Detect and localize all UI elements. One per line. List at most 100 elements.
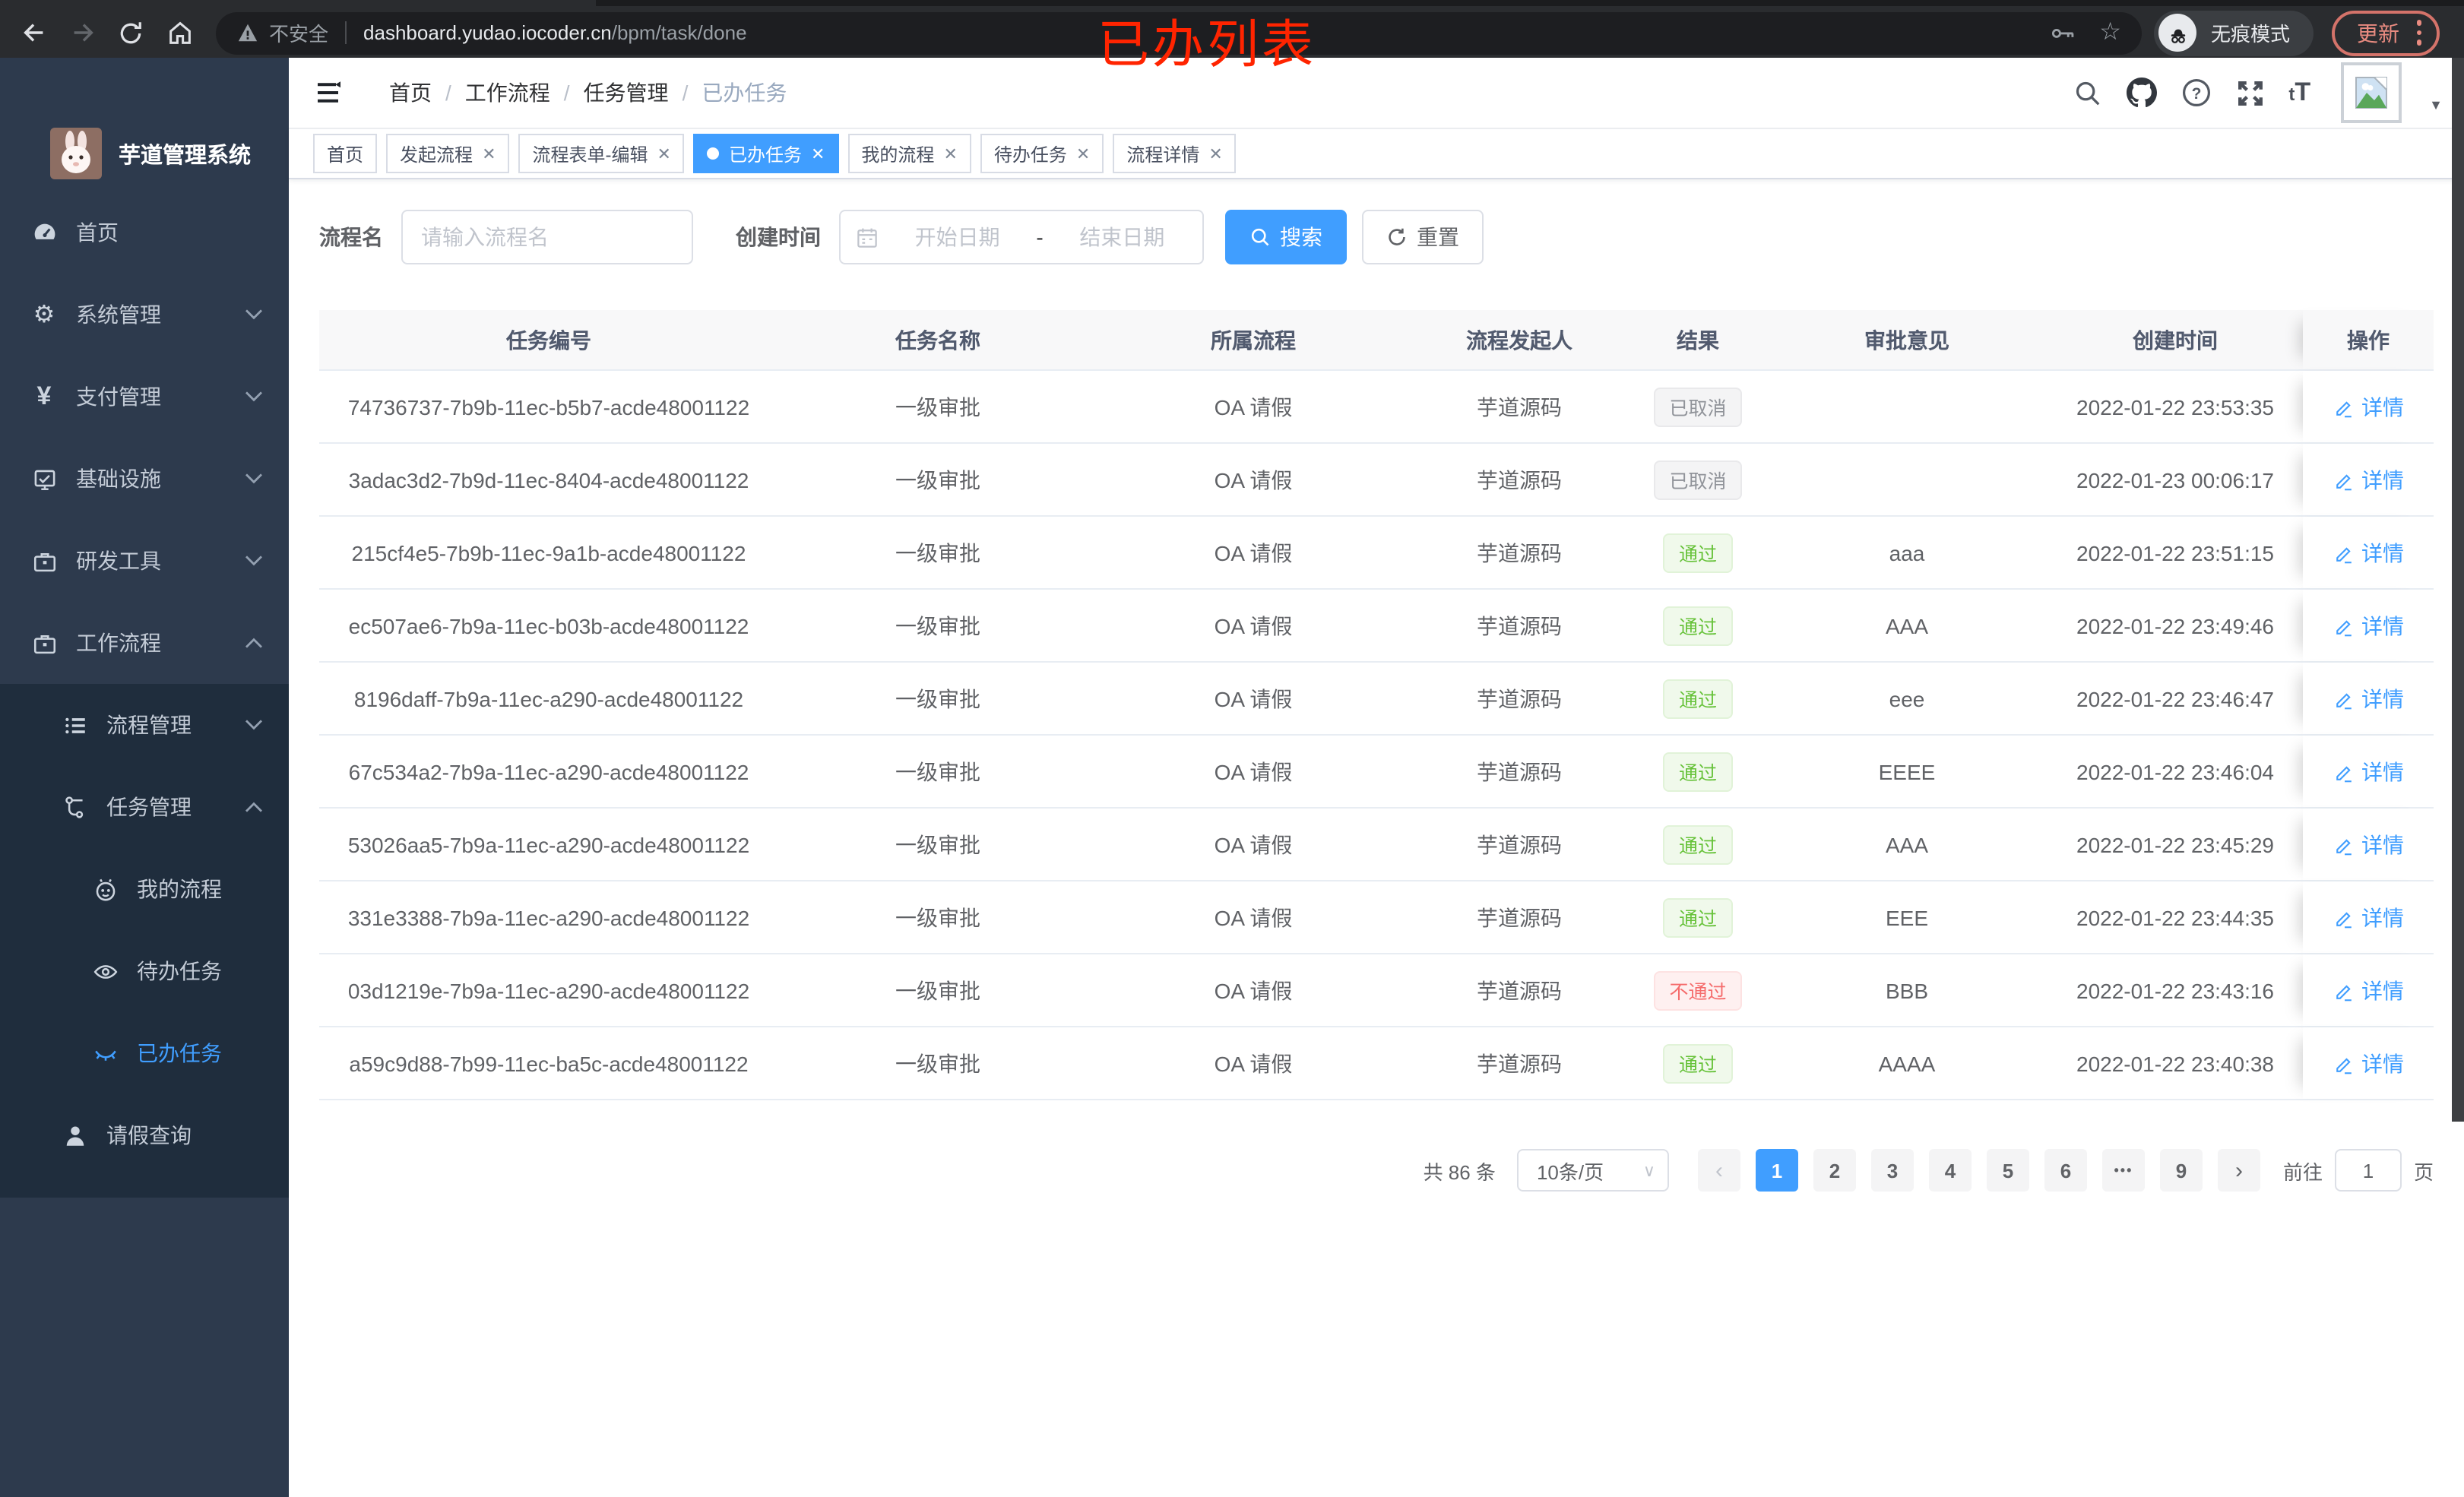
- search-form: 流程名 创建时间 开始日期 - 结束日期 搜索 重置: [319, 210, 2434, 264]
- sidebar-item-label: 系统管理: [76, 302, 161, 327]
- close-icon[interactable]: ✕: [1075, 145, 1091, 163]
- help-icon[interactable]: ?: [2181, 78, 2211, 108]
- breadcrumb-workflow[interactable]: 工作流程: [464, 81, 550, 105]
- page-button[interactable]: 3: [1870, 1149, 1914, 1192]
- sidebar-item-label: 基础设施: [76, 467, 161, 491]
- sidebar-item-task-management[interactable]: 任务管理: [0, 766, 289, 848]
- edit-pencil-icon: [2336, 1057, 2351, 1074]
- reload-button[interactable]: [109, 11, 152, 54]
- url-host[interactable]: dashboard.yudao.iocoder.cn: [363, 21, 612, 44]
- fullscreen-icon[interactable]: [2235, 78, 2264, 107]
- tab-home[interactable]: 首页: [313, 134, 378, 173]
- bookmark-star-icon[interactable]: ☆: [2099, 19, 2121, 45]
- github-icon[interactable]: [2126, 78, 2157, 108]
- sidebar-item-done-tasks[interactable]: 已办任务: [0, 1012, 289, 1094]
- column-header: 审批意见: [1864, 328, 1949, 352]
- tab-start-process[interactable]: 发起流程 ✕: [386, 134, 510, 173]
- page-size-select[interactable]: 10条/页 ∨: [1516, 1149, 1669, 1192]
- column-header: 任务名称: [895, 328, 980, 352]
- detail-link[interactable]: 详情: [2333, 756, 2404, 786]
- page-content: 流程名 创建时间 开始日期 - 结束日期 搜索 重置: [289, 179, 2464, 1497]
- result-badge: 不通过: [1654, 970, 1742, 1010]
- detail-link[interactable]: 详情: [2333, 829, 2404, 859]
- sidebar-item-workflow[interactable]: 工作流程: [0, 602, 289, 684]
- sidebar-collapse-icon[interactable]: [313, 79, 344, 106]
- table-row: ec507ae6-7b9a-11ec-b03b-acde48001122 一级审…: [319, 590, 2434, 663]
- tab-process-form-edit[interactable]: 流程表单-编辑 ✕: [518, 134, 685, 173]
- date-range-input[interactable]: 开始日期 - 结束日期: [839, 210, 1204, 264]
- breadcrumb-task-management[interactable]: 任务管理: [583, 81, 669, 105]
- page-button[interactable]: 4: [1928, 1149, 1972, 1192]
- sidebar-item-payment[interactable]: ¥ 支付管理: [0, 356, 289, 438]
- prev-page-button[interactable]: ‹: [1697, 1149, 1740, 1192]
- page-button[interactable]: 5: [1986, 1149, 2029, 1192]
- detail-link[interactable]: 详情: [2333, 464, 2404, 495]
- sidebar-menu: 首页 ⚙ 系统管理 ¥ 支付管理 基础设施 研发工具: [0, 191, 289, 1198]
- tab-todo-tasks[interactable]: 待办任务 ✕: [980, 134, 1104, 173]
- detail-link[interactable]: 详情: [2333, 537, 2404, 568]
- next-page-button[interactable]: ›: [2217, 1149, 2260, 1192]
- close-icon[interactable]: ✕: [810, 145, 825, 163]
- tab-done-tasks[interactable]: 已办任务 ✕: [693, 134, 839, 173]
- detail-link[interactable]: 详情: [2333, 391, 2404, 422]
- end-date-placeholder[interactable]: 结束日期: [1079, 225, 1165, 249]
- url-path[interactable]: /bpm/task/done: [611, 21, 747, 44]
- url-bar[interactable]: 不安全 dashboard.yudao.iocoder.cn/bpm/task/…: [216, 11, 2143, 54]
- edit-pencil-icon: [2336, 765, 2351, 782]
- browser-update-button[interactable]: 更新: [2331, 10, 2440, 55]
- close-icon[interactable]: ✕: [943, 145, 958, 163]
- result-badge: 已取消: [1654, 387, 1742, 426]
- chevron-down-icon: [245, 391, 262, 402]
- sidebar-item-infrastructure[interactable]: 基础设施: [0, 438, 289, 520]
- sidebar-item-process-management[interactable]: 流程管理: [0, 684, 289, 766]
- page-button[interactable]: 2: [1813, 1149, 1856, 1192]
- process-name-input[interactable]: [401, 210, 693, 264]
- page-button[interactable]: 9: [2159, 1149, 2203, 1192]
- done-task-table: 任务编号 任务名称 所属流程 流程发起人 结果 审批意见 创建时间 操作 747…: [319, 310, 2434, 1100]
- close-icon[interactable]: ✕: [657, 145, 671, 163]
- detail-link[interactable]: 详情: [2333, 610, 2404, 641]
- detail-link[interactable]: 详情: [2333, 902, 2404, 932]
- forward-button[interactable]: [61, 11, 103, 54]
- sidebar-item-dev-tools[interactable]: 研发工具: [0, 520, 289, 602]
- sidebar: 芋道管理系统 首页 ⚙ 系统管理 ¥ 支付管理 基础设施: [0, 58, 289, 1497]
- sidebar-item-home[interactable]: 首页: [0, 191, 289, 274]
- page-button[interactable]: 1: [1755, 1149, 1798, 1192]
- incognito-icon: [2158, 14, 2197, 52]
- browser-menu-dots-icon[interactable]: [2416, 20, 2421, 46]
- sidebar-item-leave-query[interactable]: 请假查询: [0, 1094, 289, 1176]
- reset-button[interactable]: 重置: [1362, 210, 1484, 264]
- sidebar-item-system[interactable]: ⚙ 系统管理: [0, 274, 289, 356]
- search-icon[interactable]: [2073, 78, 2101, 107]
- sidebar-item-todo-tasks[interactable]: 待办任务: [0, 930, 289, 1012]
- table-row: 8196daff-7b9a-11ec-a290-acde48001122 一级审…: [319, 663, 2434, 736]
- close-icon[interactable]: ✕: [482, 145, 496, 163]
- security-label[interactable]: 不安全: [269, 23, 329, 46]
- more-pages-button[interactable]: •••: [2101, 1149, 2145, 1192]
- sidebar-item-label: 流程管理: [106, 713, 192, 737]
- back-button[interactable]: [12, 11, 55, 54]
- total-count: 共 86 条: [1423, 1160, 1496, 1183]
- column-header: 所属流程: [1211, 328, 1296, 352]
- home-button[interactable]: [158, 11, 201, 54]
- edit-pencil-icon: [2336, 473, 2351, 490]
- close-icon[interactable]: ✕: [1208, 145, 1223, 163]
- avatar[interactable]: [2341, 62, 2402, 123]
- scrollbar[interactable]: [2452, 58, 2464, 1122]
- search-button[interactable]: 搜索: [1225, 210, 1347, 264]
- breadcrumb-home[interactable]: 首页: [389, 81, 432, 105]
- app-logo-row[interactable]: 芋道管理系统: [0, 58, 289, 179]
- password-key-icon[interactable]: [2051, 21, 2076, 44]
- detail-link[interactable]: 详情: [2333, 1048, 2404, 1078]
- tab-process-detail[interactable]: 流程详情 ✕: [1113, 134, 1237, 173]
- sidebar-item-my-process[interactable]: 我的流程: [0, 848, 289, 930]
- goto-page-input[interactable]: [2334, 1149, 2402, 1192]
- detail-link[interactable]: 详情: [2333, 975, 2404, 1005]
- avatar-caret-down-icon[interactable]: ▼: [2429, 97, 2443, 112]
- tab-my-process[interactable]: 我的流程 ✕: [847, 134, 971, 173]
- page-button[interactable]: 6: [2044, 1149, 2087, 1192]
- start-date-placeholder[interactable]: 开始日期: [914, 225, 1000, 249]
- result-badge: 已取消: [1654, 460, 1742, 499]
- detail-link[interactable]: 详情: [2333, 683, 2404, 714]
